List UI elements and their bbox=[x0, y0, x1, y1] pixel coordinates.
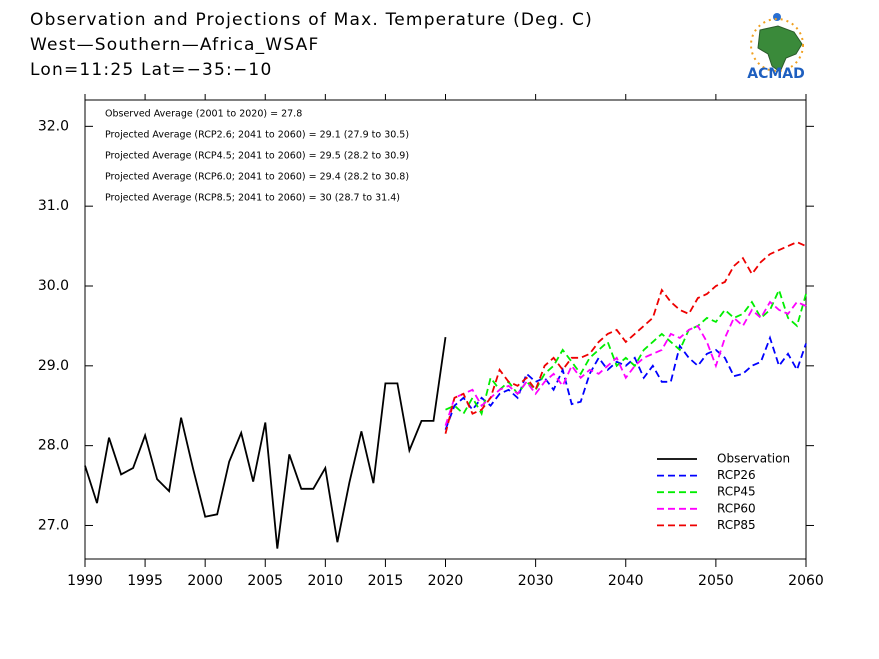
x-tick-label: 1990 bbox=[67, 573, 103, 589]
logo-sun bbox=[750, 18, 804, 72]
series-line bbox=[84, 336, 447, 549]
legend-label: RCP60 bbox=[717, 501, 756, 515]
series-line bbox=[444, 300, 807, 426]
annotation: Observed Average (2001 to 2020) = 27.8 bbox=[105, 109, 302, 120]
x-tick-label: 2000 bbox=[187, 573, 223, 589]
y-tick-label: 27.0 bbox=[38, 517, 69, 533]
x-tick-label: 2040 bbox=[608, 573, 644, 589]
legend-label: RCP85 bbox=[717, 518, 756, 532]
chart-title: Observation and Projections of Max. Temp… bbox=[30, 10, 593, 30]
logo-text: ACMAD bbox=[747, 66, 805, 82]
y-tick-label: 31.0 bbox=[38, 198, 69, 214]
x-tick-label: 1995 bbox=[127, 573, 163, 589]
logo-africa bbox=[757, 25, 803, 73]
x-tick-label: 2060 bbox=[788, 573, 824, 589]
annotation: Projected Average (RCP6.0; 2041 to 2060)… bbox=[105, 172, 409, 183]
legend-label: Observation bbox=[717, 452, 790, 466]
series-line bbox=[444, 335, 807, 431]
annotation: Projected Average (RCP2.6; 2041 to 2060)… bbox=[105, 130, 409, 141]
x-tick-label: 2030 bbox=[518, 573, 554, 589]
chart-subtitle: Lon=11:25 Lat=−35:−10 bbox=[30, 60, 272, 80]
y-tick-label: 29.0 bbox=[38, 358, 69, 374]
annotation: Projected Average (RCP8.5; 2041 to 2060)… bbox=[105, 193, 400, 204]
annotation: Projected Average (RCP4.5; 2041 to 2060)… bbox=[105, 151, 409, 162]
x-tick-label: 2050 bbox=[698, 573, 734, 589]
series-line bbox=[445, 287, 807, 417]
x-tick-label: 2020 bbox=[428, 573, 464, 589]
chart-subtitle: West—Southern—Africa_WSAF bbox=[30, 35, 319, 55]
x-tick-label: 2015 bbox=[368, 573, 404, 589]
y-tick-label: 30.0 bbox=[38, 278, 69, 294]
legend-label: RCP45 bbox=[717, 485, 756, 499]
y-tick-label: 32.0 bbox=[38, 118, 69, 134]
logo-drop bbox=[773, 13, 781, 21]
y-tick-label: 28.0 bbox=[38, 438, 69, 454]
logo: ACMAD bbox=[747, 13, 805, 82]
series-line bbox=[444, 241, 807, 434]
legend-label: RCP26 bbox=[717, 468, 756, 482]
x-tick-label: 2010 bbox=[308, 573, 344, 589]
x-tick-label: 2005 bbox=[247, 573, 283, 589]
